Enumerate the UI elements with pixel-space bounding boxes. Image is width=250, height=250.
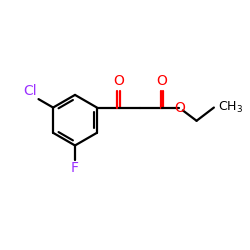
Text: CH$_3$: CH$_3$ xyxy=(218,100,243,115)
Text: O: O xyxy=(113,74,124,88)
Text: O: O xyxy=(156,74,167,88)
Text: F: F xyxy=(71,161,79,175)
Text: O: O xyxy=(174,100,185,114)
Text: Cl: Cl xyxy=(24,84,37,98)
